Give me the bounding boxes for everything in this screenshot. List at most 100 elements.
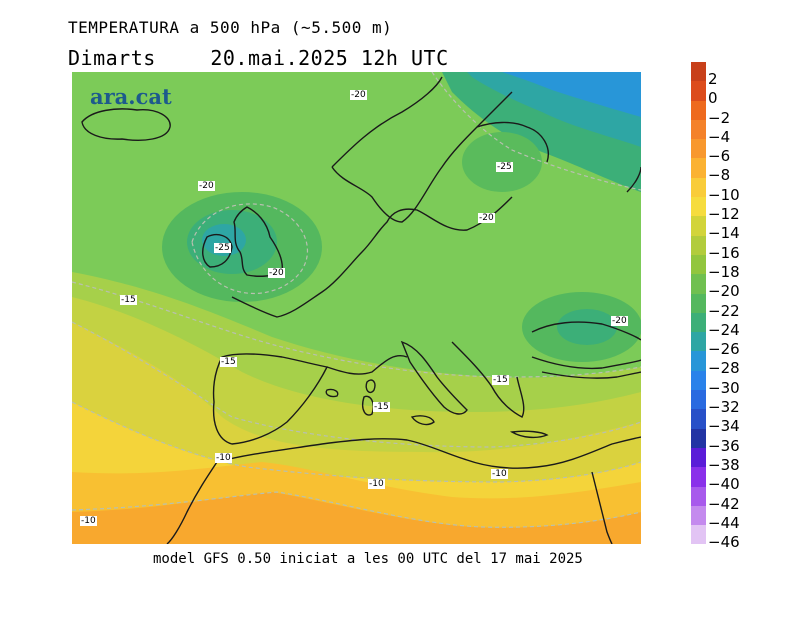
contour-label: -10 xyxy=(215,453,232,463)
map-canvas xyxy=(72,72,641,544)
legend-swatch xyxy=(691,235,706,255)
coast-iceland xyxy=(81,108,171,141)
legend-label: −8 xyxy=(708,166,731,185)
coast-turkey xyxy=(541,371,641,379)
coast-norway xyxy=(331,76,443,168)
legend-label: −20 xyxy=(708,282,740,301)
legend-swatch xyxy=(691,119,706,140)
legend-label: −14 xyxy=(708,224,740,243)
legend-swatch xyxy=(691,486,706,506)
legend-swatch xyxy=(691,447,706,468)
color-legend xyxy=(691,62,706,545)
legend-label: −32 xyxy=(708,398,740,417)
legend-swatch xyxy=(691,274,706,294)
legend-swatch xyxy=(691,390,706,410)
contour-label: -10 xyxy=(491,469,508,479)
cold-pocket-north-core xyxy=(502,72,641,117)
isotherms xyxy=(72,72,641,528)
legend-label: 0 xyxy=(708,89,718,108)
legend-label: −36 xyxy=(708,436,740,455)
legend-swatch xyxy=(691,62,706,82)
coast-italy xyxy=(400,340,468,415)
legend-label: −6 xyxy=(708,147,731,166)
coast-france-south xyxy=(326,355,408,375)
day-label: Dimarts xyxy=(68,46,156,70)
contour-label: -15 xyxy=(220,357,237,367)
legend-swatch xyxy=(691,467,706,487)
legend-label: −10 xyxy=(708,185,740,204)
coast-corsica xyxy=(365,379,376,394)
coast-black-sea-south xyxy=(531,356,641,370)
legend-label: −34 xyxy=(708,417,740,436)
coast-iberia xyxy=(212,353,329,445)
contour-label: -20 xyxy=(198,181,215,191)
legend-label: −30 xyxy=(708,378,740,397)
coast-sweden xyxy=(331,91,513,223)
legend-swatch xyxy=(691,370,706,391)
legend-label: −22 xyxy=(708,301,740,320)
legend-label: −4 xyxy=(708,127,731,146)
legend-swatch xyxy=(691,100,706,120)
legend-label: −40 xyxy=(708,475,740,494)
legend-label: −18 xyxy=(708,262,740,281)
cold-pocket-turkey-inner xyxy=(557,309,617,345)
legend-label: −26 xyxy=(708,340,740,359)
legend-label: −38 xyxy=(708,455,740,474)
coast-crete xyxy=(509,430,549,439)
coast-north-africa xyxy=(216,436,641,469)
legend-label: −12 xyxy=(708,205,740,224)
contour-label: -20 xyxy=(478,213,495,223)
legend-swatch xyxy=(691,505,706,526)
contour-label: -20 xyxy=(268,268,285,278)
legend-swatch xyxy=(691,409,706,429)
legend-swatch xyxy=(691,81,706,101)
coast-great-britain xyxy=(233,206,284,277)
isotherm-line xyxy=(72,281,641,378)
contour-label: -15 xyxy=(492,375,509,385)
legend-swatch xyxy=(691,332,706,352)
coast-ireland xyxy=(202,234,233,268)
coast-north-sea xyxy=(231,196,513,318)
legend-label: −16 xyxy=(708,243,740,262)
isotherm-line xyxy=(191,203,309,295)
legend-swatch xyxy=(691,312,706,333)
legend-swatch xyxy=(691,158,706,178)
contour-label: -10 xyxy=(368,479,385,489)
coast-red-sea xyxy=(591,471,613,544)
legend-swatch xyxy=(691,216,706,236)
contour-label: -15 xyxy=(373,402,390,412)
legend-label: −44 xyxy=(708,513,740,532)
contour-label: -25 xyxy=(214,243,231,253)
contour-label: -15 xyxy=(120,295,137,305)
legend-swatch xyxy=(691,525,706,545)
chart-title: TEMPERATURA a 500 hPa (~5.500 m) xyxy=(68,18,393,37)
isotherm-line xyxy=(72,401,641,483)
coast-east xyxy=(626,166,641,193)
isotherm-line xyxy=(72,321,641,448)
legend-label: −28 xyxy=(708,359,740,378)
legend-swatch xyxy=(691,428,706,448)
legend-label: 2 xyxy=(708,70,718,88)
isotherm-line xyxy=(72,491,641,528)
coast-sicily xyxy=(410,415,435,426)
legend-swatch xyxy=(691,293,706,313)
legend-labels: 2 0 −2 −4 −6 −8 −10 −12 −14 −16 −18 −20 −22 −24 −26 −28… xyxy=(708,70,740,552)
contour-label: -20 xyxy=(350,90,367,100)
coast-balearic xyxy=(325,388,339,398)
contour-label: -20 xyxy=(611,316,628,326)
temperature-map xyxy=(72,72,641,544)
field-band-6 xyxy=(72,492,641,544)
date-label: 20.mai.2025 12h UTC xyxy=(210,46,449,70)
coast-sardinia xyxy=(362,395,374,416)
isotherm-line xyxy=(431,72,641,191)
legend-label: −24 xyxy=(708,320,740,339)
legend-swatch xyxy=(691,177,706,198)
contour-label: -25 xyxy=(496,162,513,172)
coast-morocco xyxy=(166,461,218,544)
coast-finland xyxy=(476,121,549,163)
ara-cat-logo: ara.cat xyxy=(90,84,172,109)
coast-black-sea-north xyxy=(531,321,641,341)
legend-label: −2 xyxy=(708,108,731,127)
contour-label: -10 xyxy=(80,516,97,526)
legend-swatch xyxy=(691,139,706,159)
